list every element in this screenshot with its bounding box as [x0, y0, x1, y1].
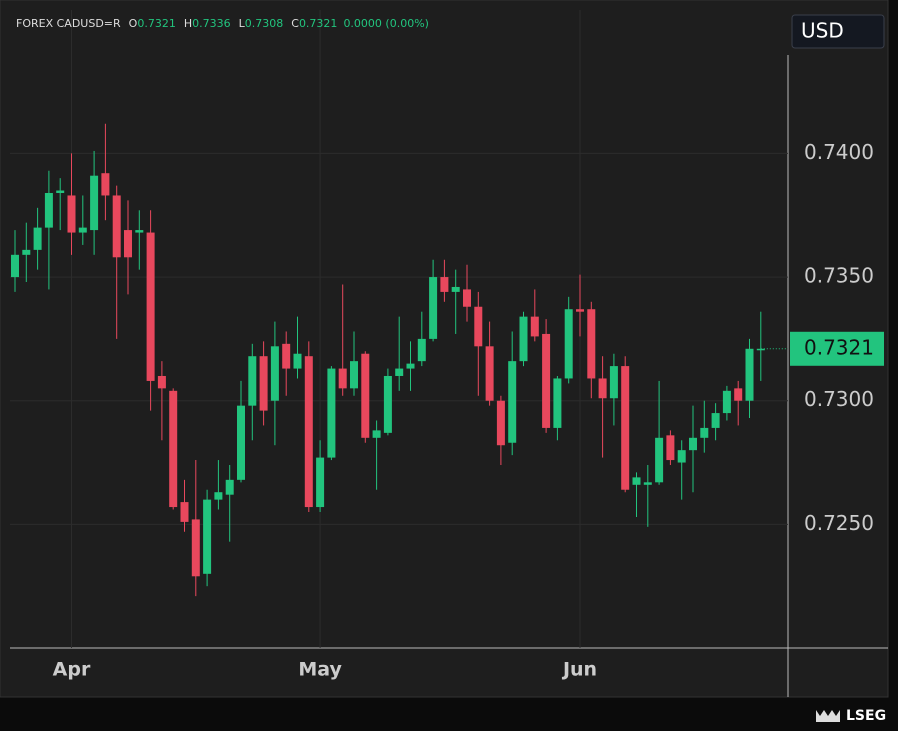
candle-body	[587, 309, 596, 379]
header-text: L	[239, 17, 246, 30]
candle-body	[112, 195, 121, 258]
candle-body	[203, 499, 212, 574]
candle-body	[44, 192, 53, 228]
candle-body	[180, 502, 189, 522]
logo: LSEG	[846, 708, 886, 724]
candle-body	[643, 482, 652, 485]
candle-body	[361, 353, 370, 438]
candle-body	[406, 363, 415, 369]
header-text: C	[291, 17, 299, 30]
candle-body	[609, 366, 618, 399]
currency-box[interactable]	[791, 14, 885, 49]
panel	[0, 0, 889, 698]
candle-body	[519, 316, 528, 362]
candle-body	[101, 173, 110, 196]
header-text: 0.7321	[137, 17, 176, 30]
header-text: O	[129, 17, 138, 30]
candle-body	[474, 306, 483, 347]
candle-body	[146, 232, 155, 381]
candle-body	[745, 348, 754, 401]
currency[interactable]: USD	[801, 19, 844, 43]
candle-body	[689, 437, 697, 451]
candle-body	[259, 356, 268, 411]
candle-body	[666, 435, 675, 461]
header-text: 0.7321	[299, 17, 338, 30]
candle-body	[78, 227, 87, 233]
y-tick-label: 0.7300	[804, 387, 874, 411]
candle-body	[248, 356, 257, 406]
candle-body	[316, 457, 325, 508]
candle-body	[530, 316, 539, 337]
candle-body	[327, 368, 336, 458]
candle-body	[372, 430, 381, 438]
candle-body	[417, 338, 426, 362]
candle-body	[56, 190, 65, 193]
candle-body	[756, 348, 765, 351]
candle-body	[677, 450, 686, 463]
x-tick-label: Apr	[53, 659, 91, 681]
candle-body	[157, 375, 166, 389]
header-text: FOREX CADUSD=R	[16, 17, 121, 30]
candle-body	[395, 368, 404, 376]
header-text: 0.7336	[192, 17, 231, 30]
candle-body	[67, 195, 76, 233]
candle-body	[485, 346, 494, 401]
candle-body	[270, 346, 279, 401]
candle-body	[169, 390, 178, 508]
header-text: 0.7308	[245, 17, 284, 30]
x-tick-label: May	[298, 659, 342, 681]
candle-body	[700, 427, 709, 438]
logo-icon	[816, 710, 840, 722]
candle-body	[632, 477, 641, 485]
candle-body	[90, 175, 99, 231]
y-tick-label: 0.7250	[804, 511, 874, 535]
candle-body	[440, 277, 449, 292]
candle-body	[225, 479, 234, 495]
candle-body	[350, 361, 358, 389]
candle-body	[553, 378, 562, 428]
candle-body	[22, 249, 31, 255]
candle-body	[293, 353, 302, 369]
last-price-label: 0.7321	[804, 335, 874, 359]
header: FOREX CADUSD=R O0.7321 H0.7336 L0.7308 C0.73…	[16, 17, 429, 30]
candle-body	[621, 366, 630, 490]
candle-body	[711, 413, 720, 428]
candle-body	[542, 333, 551, 428]
candle-body	[124, 230, 132, 258]
header-text: 0.0000 (0.00%)	[343, 17, 429, 30]
candle-body	[451, 286, 460, 292]
candle-body	[463, 289, 471, 307]
candle-body	[598, 378, 607, 399]
candle-body	[564, 309, 573, 379]
candles	[11, 123, 765, 597]
candle-body	[734, 388, 743, 401]
candle-body	[282, 343, 291, 369]
candle-body	[429, 277, 438, 339]
candle-body	[383, 375, 392, 433]
candle-body	[135, 230, 144, 233]
y-tick-label: 0.7350	[804, 264, 874, 288]
header-text: H	[184, 17, 192, 30]
candle-body	[508, 361, 517, 443]
candle-body	[304, 356, 313, 508]
candle-body	[496, 400, 505, 446]
candle-body	[655, 437, 664, 483]
y-tick-label: 0.7400	[804, 140, 874, 164]
candle-body	[214, 492, 223, 500]
candle-body	[191, 519, 200, 577]
candle-body	[722, 390, 731, 414]
candle-body	[576, 309, 584, 312]
candle-body	[338, 368, 347, 389]
x-tick-label: Jun	[561, 659, 597, 681]
candle-body	[33, 227, 42, 250]
last-price-box	[790, 331, 884, 366]
candle-body	[11, 254, 19, 278]
candle-body	[237, 405, 245, 480]
